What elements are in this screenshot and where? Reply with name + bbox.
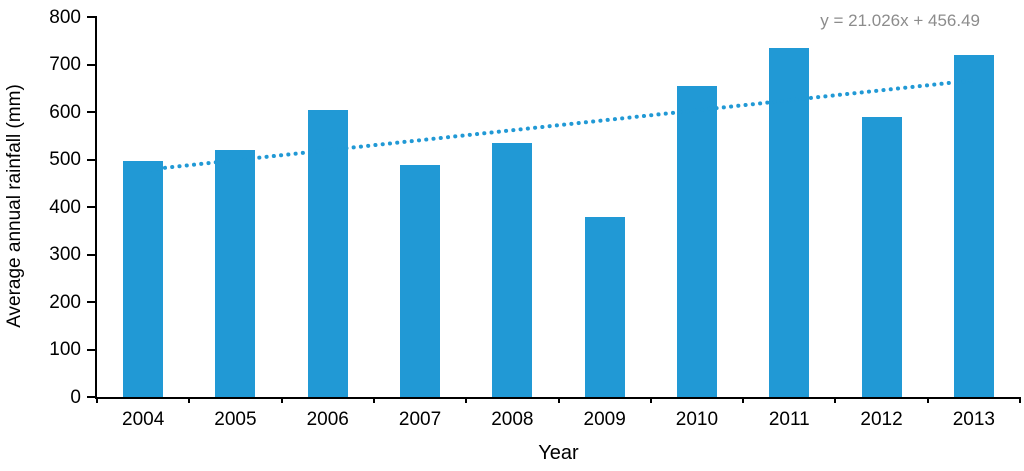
y-tick-label: 500: [49, 149, 81, 170]
x-tick-mark: [465, 397, 468, 403]
trendline-dotted-line: [141, 78, 976, 173]
y-tick-mark: [87, 63, 95, 66]
trendline-equation-label: y = 21.026x + 456.49: [820, 11, 980, 30]
bar-2009: [584, 216, 625, 397]
bar-2005: [215, 150, 256, 397]
y-tick-label: 0: [70, 386, 81, 408]
x-tick-label: 2005: [214, 409, 257, 430]
x-tick-mark: [742, 397, 745, 403]
y-tick-mark: [87, 111, 95, 113]
y-tick-mark: [87, 348, 95, 351]
x-tick-mark: [372, 397, 375, 403]
y-tick-label: 100: [49, 339, 81, 360]
bar-2012: [861, 116, 902, 397]
y-tick-label: 400: [49, 196, 81, 218]
x-tick-label: 2011: [768, 409, 810, 430]
x-tick-mark: [926, 397, 929, 403]
x-tick-label: 2006: [306, 409, 349, 430]
y-tick-mark: [87, 206, 95, 208]
bar-2010: [676, 85, 717, 397]
bar-2011: [769, 47, 810, 397]
x-axis-title: Year: [538, 442, 579, 464]
x-tick-mark: [649, 397, 652, 403]
x-tick-mark: [96, 397, 98, 403]
y-tick-label: 200: [49, 291, 81, 313]
x-tick-label: 2004: [122, 409, 165, 430]
y-tick-label: 600: [49, 101, 81, 123]
y-tick-mark: [87, 396, 95, 398]
bar-2004: [123, 160, 164, 397]
x-tick-mark: [188, 397, 191, 403]
x-tick-label: 2010: [675, 409, 719, 430]
bar-2013: [953, 55, 994, 397]
bar-2006: [307, 109, 348, 397]
x-tick-mark: [834, 397, 837, 403]
x-tick-label: 2008: [491, 409, 534, 430]
y-tick-mark: [87, 301, 95, 303]
y-tick-label: 300: [49, 244, 81, 265]
x-tick-label: 2013: [952, 409, 995, 430]
y-axis-line: [95, 16, 97, 399]
y-tick-mark: [87, 158, 95, 161]
x-tick-mark: [1019, 397, 1021, 403]
bar-2007: [400, 164, 441, 397]
x-axis-line: [95, 397, 1020, 399]
bar-2008: [492, 142, 533, 397]
x-tick-label: 2012: [860, 409, 903, 430]
y-tick-mark: [87, 16, 95, 18]
y-tick-label: 700: [49, 54, 81, 75]
x-tick-mark: [280, 397, 283, 403]
y-tick-mark: [87, 253, 95, 256]
x-tick-label: 2007: [398, 409, 442, 430]
x-tick-mark: [557, 397, 560, 403]
y-tick-label: 800: [49, 6, 81, 28]
x-tick-label: 2009: [583, 409, 626, 430]
